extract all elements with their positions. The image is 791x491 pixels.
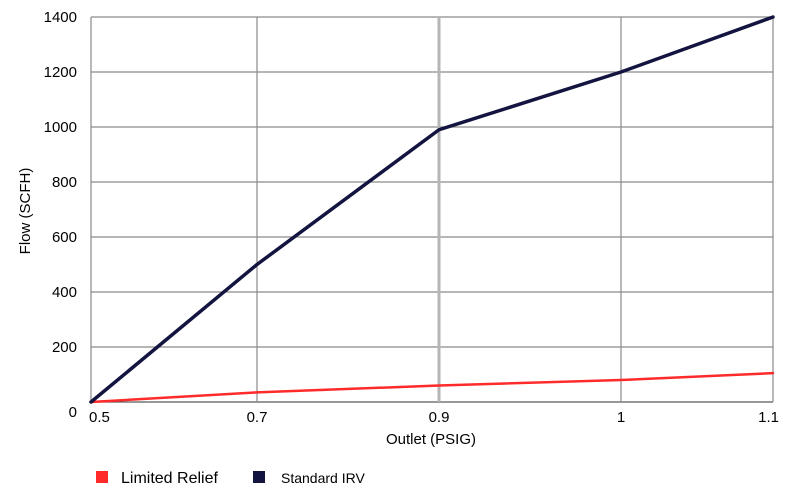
legend-label-limited-relief: Limited Relief xyxy=(121,470,218,487)
legend-label-standard-irv: Standard IRV xyxy=(281,470,365,486)
y-tick-label: 800 xyxy=(52,174,77,191)
series-line-standard-irv xyxy=(89,15,775,404)
x-tick-label: 0.5 xyxy=(89,409,110,426)
y-tick-label: 200 xyxy=(52,339,77,356)
grid xyxy=(90,16,774,403)
y-axis-label: Flow (SCFH) xyxy=(17,168,34,255)
series-line-limited-relief xyxy=(89,371,775,404)
x-tick-label: 1.1 xyxy=(758,409,779,426)
x-tick-label: 0.9 xyxy=(429,409,450,426)
legend-swatch-limited-relief xyxy=(96,471,108,483)
y-tick-label: 600 xyxy=(52,229,77,246)
y-tick-label: 1400 xyxy=(44,9,77,26)
series-lines xyxy=(89,15,775,404)
y-tick-label: 0 xyxy=(69,404,77,421)
x-axis-label: Outlet (PSIG) xyxy=(386,431,476,448)
y-tick-label: 1200 xyxy=(44,64,77,81)
legend-swatch-standard-irv xyxy=(253,471,265,483)
y-tick-label: 1000 xyxy=(44,119,77,136)
legend: Limited Relief Standard IRV xyxy=(96,470,365,487)
x-tick-label: 1 xyxy=(617,409,625,426)
y-tick-label: 400 xyxy=(52,284,77,301)
x-tick-label: 0.7 xyxy=(247,409,268,426)
tick-labels: 0 200 400 600 800 1000 1200 1400 0.5 0.7 0.9 1 1.1 xyxy=(44,9,779,426)
